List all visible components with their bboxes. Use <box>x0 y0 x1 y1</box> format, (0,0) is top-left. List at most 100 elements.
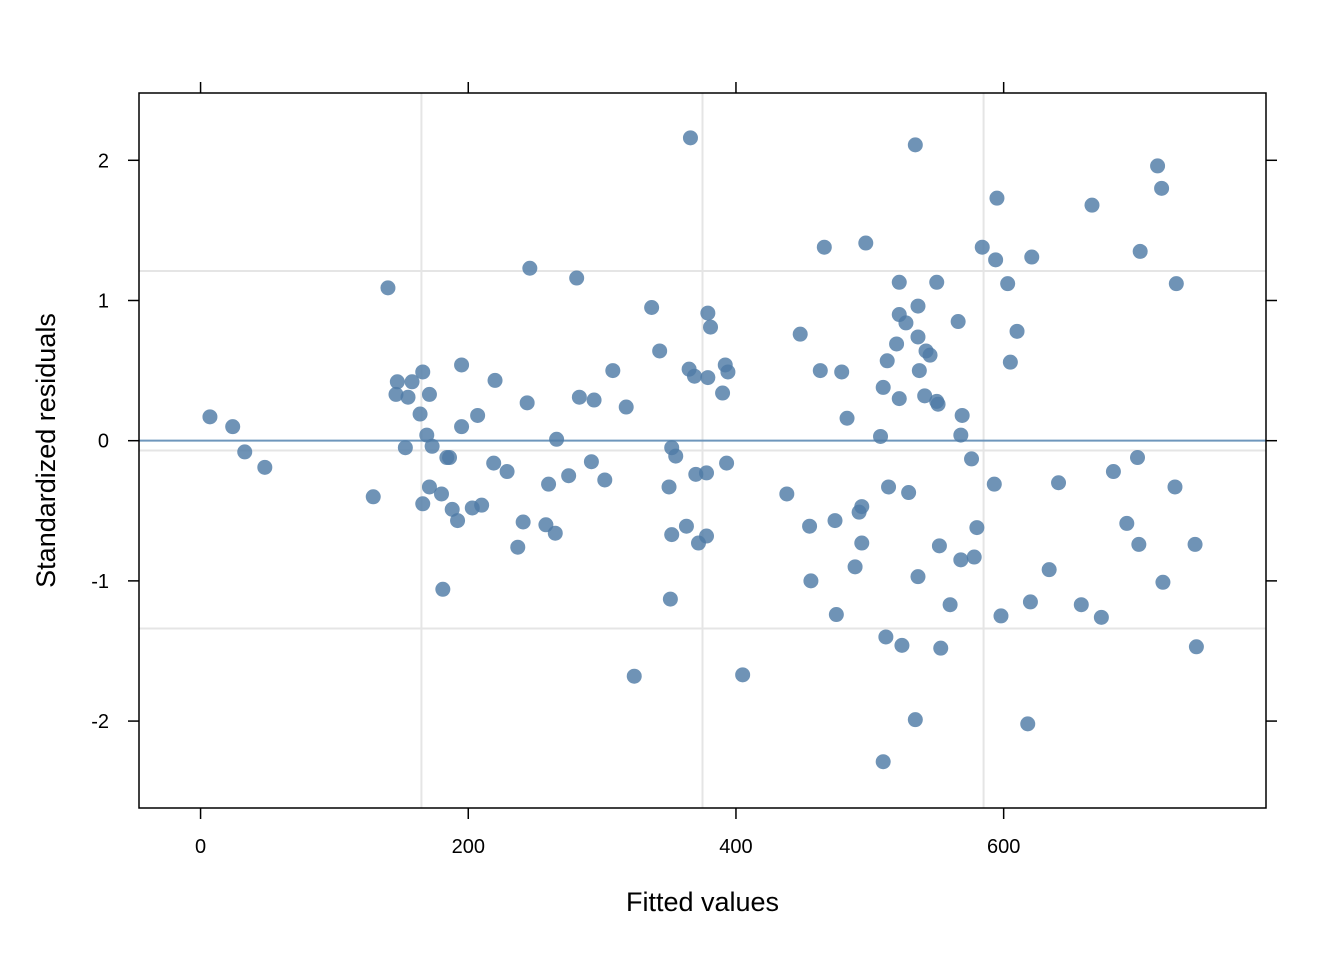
data-point <box>1105 464 1121 480</box>
data-point <box>1167 479 1183 495</box>
y-axis-title: Standardized residuals <box>31 313 61 588</box>
data-point <box>686 368 702 384</box>
data-point <box>873 428 889 444</box>
data-point <box>442 450 458 466</box>
data-point <box>779 486 795 502</box>
data-point <box>930 396 946 412</box>
data-points <box>202 130 1204 770</box>
data-point <box>1009 323 1025 339</box>
data-point <box>644 300 660 315</box>
data-point <box>875 754 891 770</box>
data-point <box>547 525 563 541</box>
data-point <box>682 130 698 146</box>
data-point <box>858 235 874 251</box>
data-point <box>1150 158 1166 174</box>
data-point <box>569 270 585 286</box>
data-point <box>1084 197 1100 213</box>
data-point <box>989 190 1005 206</box>
data-point <box>894 637 910 653</box>
data-point <box>715 385 731 401</box>
data-point <box>400 389 416 405</box>
data-point <box>661 479 677 495</box>
data-point <box>561 468 577 484</box>
x-tick-label: 400 <box>719 836 752 858</box>
x-tick-label: 0 <box>195 836 206 858</box>
data-point <box>792 326 808 342</box>
data-point <box>922 347 938 363</box>
data-point <box>942 597 958 613</box>
data-point <box>419 427 435 443</box>
data-point <box>415 496 431 512</box>
data-point <box>816 239 832 255</box>
data-point <box>652 343 668 359</box>
data-point <box>812 363 828 379</box>
data-point <box>668 448 684 464</box>
data-point <box>699 528 715 544</box>
data-point <box>412 406 428 422</box>
data-point <box>839 410 855 426</box>
data-point <box>1188 639 1204 655</box>
data-point <box>541 476 557 492</box>
data-point <box>454 419 470 435</box>
data-point <box>435 581 451 597</box>
data-point <box>678 518 694 534</box>
plot-frame <box>138 92 1267 809</box>
data-point <box>1154 180 1170 196</box>
data-point <box>583 454 599 470</box>
data-point <box>719 455 735 471</box>
data-point <box>847 559 863 575</box>
data-point <box>515 514 531 530</box>
data-point <box>597 472 613 488</box>
data-point <box>875 379 891 395</box>
data-point <box>605 363 621 379</box>
data-point <box>898 315 914 331</box>
data-point <box>988 252 1004 268</box>
data-point <box>1130 450 1146 466</box>
data-point <box>664 527 680 543</box>
data-point <box>1000 276 1016 292</box>
data-point <box>1132 243 1148 259</box>
data-point <box>499 464 515 480</box>
data-point <box>993 608 1009 624</box>
x-axis-title: Fitted values <box>626 887 779 917</box>
data-point <box>424 438 440 454</box>
data-point <box>549 431 565 447</box>
data-point <box>891 274 907 290</box>
data-point <box>1073 597 1089 613</box>
data-point <box>1041 562 1057 578</box>
y-tick-label: -1 <box>91 571 109 593</box>
axis-ticks: 0 200 400 600 -2 -1 0 1 2 <box>91 82 1277 858</box>
data-point <box>950 314 966 330</box>
data-point <box>735 667 751 683</box>
data-point <box>699 465 715 481</box>
data-point <box>388 386 404 402</box>
data-point <box>454 357 470 373</box>
data-point <box>954 407 970 423</box>
data-point <box>901 485 917 501</box>
data-point <box>433 486 449 502</box>
data-point <box>444 501 460 517</box>
data-point <box>910 569 926 585</box>
data-point <box>854 535 870 551</box>
data-point <box>519 395 535 411</box>
data-point <box>881 479 897 495</box>
data-point <box>1131 536 1147 552</box>
data-point <box>878 629 894 645</box>
data-point <box>257 459 273 475</box>
data-point <box>415 364 431 380</box>
y-tick-label: -2 <box>91 711 109 733</box>
data-point <box>700 370 716 386</box>
data-point <box>237 444 253 460</box>
y-tick-label: 0 <box>98 431 109 453</box>
data-point <box>1002 354 1018 370</box>
data-point <box>854 499 870 515</box>
data-point <box>1022 594 1038 610</box>
data-point <box>1024 249 1040 265</box>
data-point <box>953 427 969 443</box>
data-point <box>966 549 982 565</box>
data-point <box>626 668 642 684</box>
data-point <box>1187 536 1203 552</box>
data-point <box>202 409 218 425</box>
data-point <box>700 305 716 321</box>
data-point <box>365 489 381 505</box>
